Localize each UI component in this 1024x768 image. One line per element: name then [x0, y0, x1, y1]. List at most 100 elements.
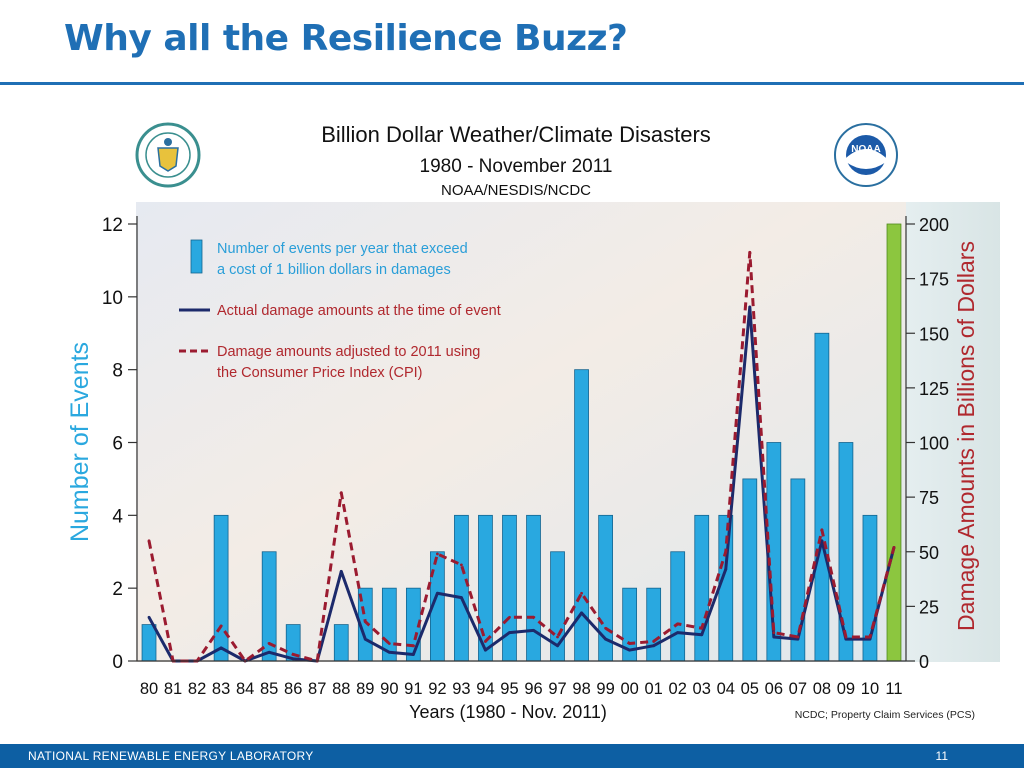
actual-damage-line-point-97 — [556, 644, 559, 648]
actual-damage-line-point-86 — [291, 657, 295, 661]
adjusted-damage-line-point-93 — [460, 563, 463, 567]
x-tick-label: 00 — [620, 680, 638, 698]
y2-tick-label: 0 — [919, 652, 929, 672]
adjusted-damage-line-point-00 — [628, 642, 632, 645]
adjusted-damage-line — [147, 250, 896, 663]
x-tick-label: 92 — [428, 680, 446, 698]
title-rule — [0, 82, 1024, 85]
adjusted-damage-line-point-03 — [700, 626, 704, 630]
actual-damage-line — [147, 305, 896, 663]
y2-tick-label: 75 — [919, 488, 939, 508]
y-tick-label: 2 — [112, 579, 123, 600]
x-tick-label: 03 — [693, 680, 711, 698]
source-note: NCDC; Property Claim Services (PCS) — [795, 709, 975, 721]
y2-tick-label: 125 — [919, 379, 949, 399]
actual-damage-line-point-01 — [652, 644, 656, 648]
x-tick-label: 93 — [452, 680, 470, 698]
x-tick-label: 81 — [164, 680, 182, 698]
y-tick-label: 12 — [102, 215, 123, 236]
x-tick-label: 86 — [284, 680, 302, 698]
adjusted-damage-line-point-04 — [724, 550, 728, 554]
bar-08 — [814, 332, 830, 662]
bar-01 — [646, 587, 662, 662]
adjusted-damage-line-point-92 — [435, 552, 439, 556]
actual-damage-line-point-83 — [219, 646, 223, 650]
adjusted-damage-line-point-91 — [411, 644, 415, 648]
x-tick-label: 02 — [669, 680, 687, 698]
bar-88 — [333, 624, 349, 662]
adjusted-damage-line-point-07 — [796, 635, 800, 639]
x-tick-label: 01 — [644, 680, 662, 698]
x-tick-label: 83 — [212, 680, 230, 698]
x-tick-label: 98 — [572, 680, 590, 698]
x-tick-label: 11 — [885, 680, 902, 698]
y2-tick-label: 150 — [919, 324, 949, 344]
legend-adjusted-label-line2: the Consumer Price Index (CPI) — [217, 365, 423, 381]
actual-damage-line-point-92 — [435, 591, 439, 595]
legend-bars-label: Number of events per year that exceed — [217, 241, 468, 257]
legend: Number of events per year that exceed a … — [179, 239, 501, 381]
chart-subtitle: 1980 - November 2011 — [420, 156, 613, 177]
y-tick-label: 8 — [112, 361, 123, 382]
noaa-logo-text: NOAA — [851, 144, 880, 155]
bar-96 — [526, 514, 541, 662]
adjusted-damage-line-point-08 — [820, 528, 824, 532]
x-tick-label: 10 — [861, 680, 879, 698]
x-tick-label: 90 — [380, 680, 398, 698]
legend-actual-label: Actual damage amounts at the time of eve… — [217, 303, 501, 319]
x-tick-label: 97 — [548, 680, 566, 698]
actual-damage-line-point-96 — [532, 629, 535, 632]
chart-subtitle-source: NOAA/NESDIS/NCDC — [441, 182, 591, 199]
bar-02 — [670, 551, 686, 662]
y-tick-label: 0 — [112, 652, 123, 673]
adjusted-damage-line-point-90 — [387, 642, 391, 645]
actual-damage-line-point-89 — [363, 637, 367, 641]
x-tick-label: 08 — [813, 680, 831, 698]
adjusted-damage-line-point-95 — [508, 615, 511, 619]
adjusted-damage-line-point-06 — [772, 631, 776, 634]
footer-organization: NATIONAL RENEWABLE ENERGY LABORATORY — [28, 749, 314, 763]
x-axis-label: Years (1980 - Nov. 2011) — [409, 702, 607, 722]
chart-title: Billion Dollar Weather/Climate Disasters — [321, 122, 711, 147]
bar-05 — [742, 478, 758, 662]
x-tick-label: 06 — [765, 680, 783, 698]
bar-11 — [886, 223, 902, 662]
footer-bar: NATIONAL RENEWABLE ENERGY LABORATORY 11 — [0, 744, 1024, 768]
y2-axis-label: Damage Amounts in Billions of Dollars — [953, 241, 979, 631]
actual-damage-line-point-95 — [508, 631, 511, 634]
seal-icon — [135, 122, 201, 188]
bar-09 — [838, 442, 854, 662]
adjusted-damage-line-point-09 — [844, 635, 848, 639]
actual-damage-line-point-04 — [724, 567, 728, 571]
y-tick-label: 4 — [112, 506, 123, 527]
actual-damage-line-point-07 — [796, 637, 800, 641]
x-tick-label: 09 — [837, 680, 855, 698]
y2-tick-label: 50 — [919, 543, 939, 563]
x-tick-label: 91 — [404, 680, 422, 698]
x-tick-label: 94 — [476, 680, 494, 698]
adjusted-damage-line-point-83 — [219, 624, 223, 628]
y2-tick-label: 25 — [919, 597, 939, 617]
x-tick-label: 96 — [524, 680, 542, 698]
x-tick-label: 05 — [741, 680, 759, 698]
adjusted-damage-line-point-97 — [556, 635, 559, 639]
x-tick-label: 99 — [596, 680, 614, 698]
x-tick-label: 95 — [500, 680, 518, 698]
adjusted-damage-line-point-94 — [484, 639, 487, 643]
actual-damage-line-point-88 — [339, 570, 343, 573]
adjusted-damage-line-point-02 — [676, 622, 680, 626]
noaa-icon: NOAA — [834, 123, 898, 187]
adjusted-damage-line-point-88 — [339, 491, 343, 495]
y-tick-label: 6 — [112, 434, 123, 455]
legend-bars-label-line2: a cost of 1 billion dollars in damages — [217, 262, 451, 278]
actual-damage-line-point-03 — [700, 633, 704, 637]
y2-tick-label: 200 — [919, 215, 949, 235]
x-tick-label: 84 — [236, 680, 254, 698]
adjusted-damage-line-point-99 — [604, 626, 608, 630]
actual-damage-line-point-99 — [604, 637, 608, 641]
slide-title: Why all the Resilience Buzz? — [64, 18, 628, 59]
adjusted-damage-line-point-96 — [532, 615, 535, 619]
bar-95 — [502, 514, 517, 662]
bar-83 — [213, 514, 229, 662]
actual-damage-line-point-80 — [147, 615, 151, 619]
